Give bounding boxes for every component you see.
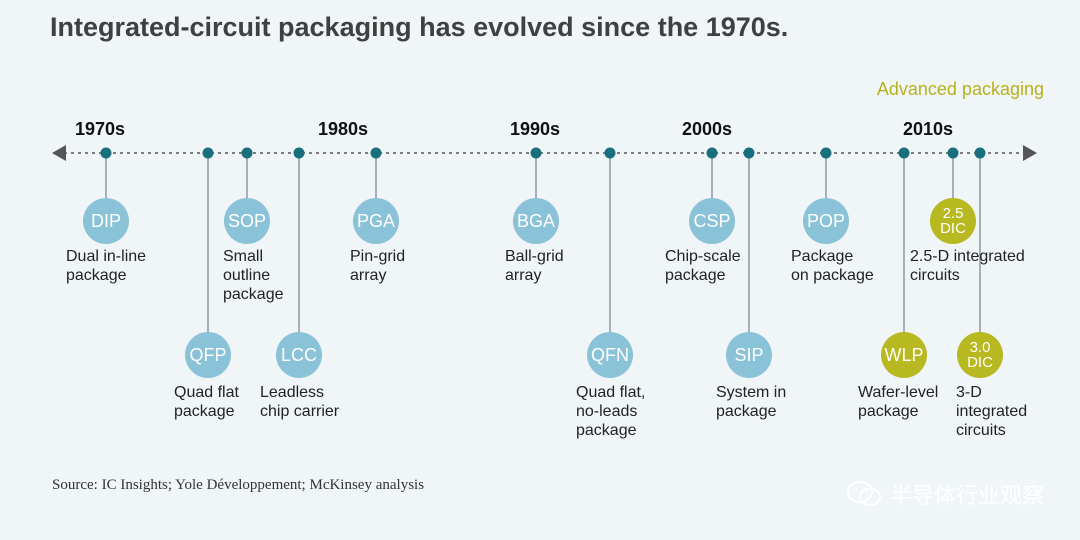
package-desc-qfn: Quad flat, no-leads package <box>576 384 646 439</box>
package-desc-wlp: Wafer-level package <box>858 384 939 420</box>
timeline-dot-csp <box>706 147 718 159</box>
timeline-dot-3-0-dic <box>974 147 986 159</box>
decade-label-1990s: 1990s <box>510 119 561 139</box>
package-desc-2-5-dic: 2.5-D integrated circuits <box>910 248 1025 284</box>
package-desc-pop: Package on package <box>791 248 874 284</box>
decade-label-1970s: 1970s <box>75 119 126 139</box>
package-badge-csp: CSP <box>689 198 735 244</box>
package-desc-qfp: Quad flat package <box>174 384 239 420</box>
package-badge-bga: BGA <box>513 198 559 244</box>
connector-lines <box>105 153 981 332</box>
advanced-packaging-label: Advanced packaging <box>876 79 1044 99</box>
package-desc-pga: Pin-grid array <box>350 248 406 284</box>
decade-label-1980s: 1980s <box>318 119 369 139</box>
package-badge-wlp: WLP <box>881 332 927 378</box>
decade-label-2010s: 2010s <box>903 119 954 139</box>
package-badge-pop: POP <box>803 198 849 244</box>
timeline-left-arrow-icon <box>52 145 66 161</box>
timeline-dot-pop <box>820 147 832 159</box>
package-badge-dip: DIP <box>83 198 129 244</box>
timeline-dot-2-5-dic <box>947 147 959 159</box>
timeline-dot-lcc <box>293 147 305 159</box>
timeline-dot-dip <box>100 147 112 159</box>
wechat-icon <box>846 481 881 506</box>
watermark-text: 半导体行业观察 <box>889 483 1044 508</box>
package-badge-qfp: QFP <box>185 332 231 378</box>
package-badge-2-5-dic: 2.5 DIC <box>930 198 976 244</box>
package-badge-sop: SOP <box>224 198 270 244</box>
package-desc-bga: Ball-grid array <box>505 248 564 284</box>
package-desc-csp: Chip-scale package <box>665 248 741 284</box>
timeline-dot-sop <box>241 147 253 159</box>
package-badge-pga: PGA <box>353 198 399 244</box>
package-desc-dip: Dual in-line package <box>66 248 147 284</box>
watermark: 半导体行业观察 <box>846 478 1044 510</box>
package-desc-3-0-dic: 3-D integrated circuits <box>956 384 1028 439</box>
page-title: Integrated-circuit packaging has evolved… <box>50 12 789 42</box>
package-desc-lcc: Leadless chip carrier <box>260 384 340 420</box>
package-badge-qfn: QFN <box>587 332 633 378</box>
package-desc-sop: Small outline package <box>223 248 284 303</box>
package-desc-sip: System in package <box>716 384 787 420</box>
package-badge-sip: SIP <box>726 332 772 378</box>
timeline-dot-qfp <box>202 147 214 159</box>
package-badge-lcc: LCC <box>276 332 322 378</box>
timeline-dot-qfn <box>604 147 616 159</box>
timeline-dot-pga <box>370 147 382 159</box>
timeline-dot-wlp <box>898 147 910 159</box>
decade-label-2000s: 2000s <box>682 119 733 139</box>
timeline-dot-bga <box>530 147 542 159</box>
package-badge-3-0-dic: 3.0 DIC <box>957 332 1003 378</box>
timeline-dot-sip <box>743 147 755 159</box>
timeline-right-arrow-icon <box>1023 145 1037 161</box>
timeline-dots <box>100 147 986 159</box>
source-note: Source: IC Insights; Yole Développement;… <box>52 477 425 493</box>
